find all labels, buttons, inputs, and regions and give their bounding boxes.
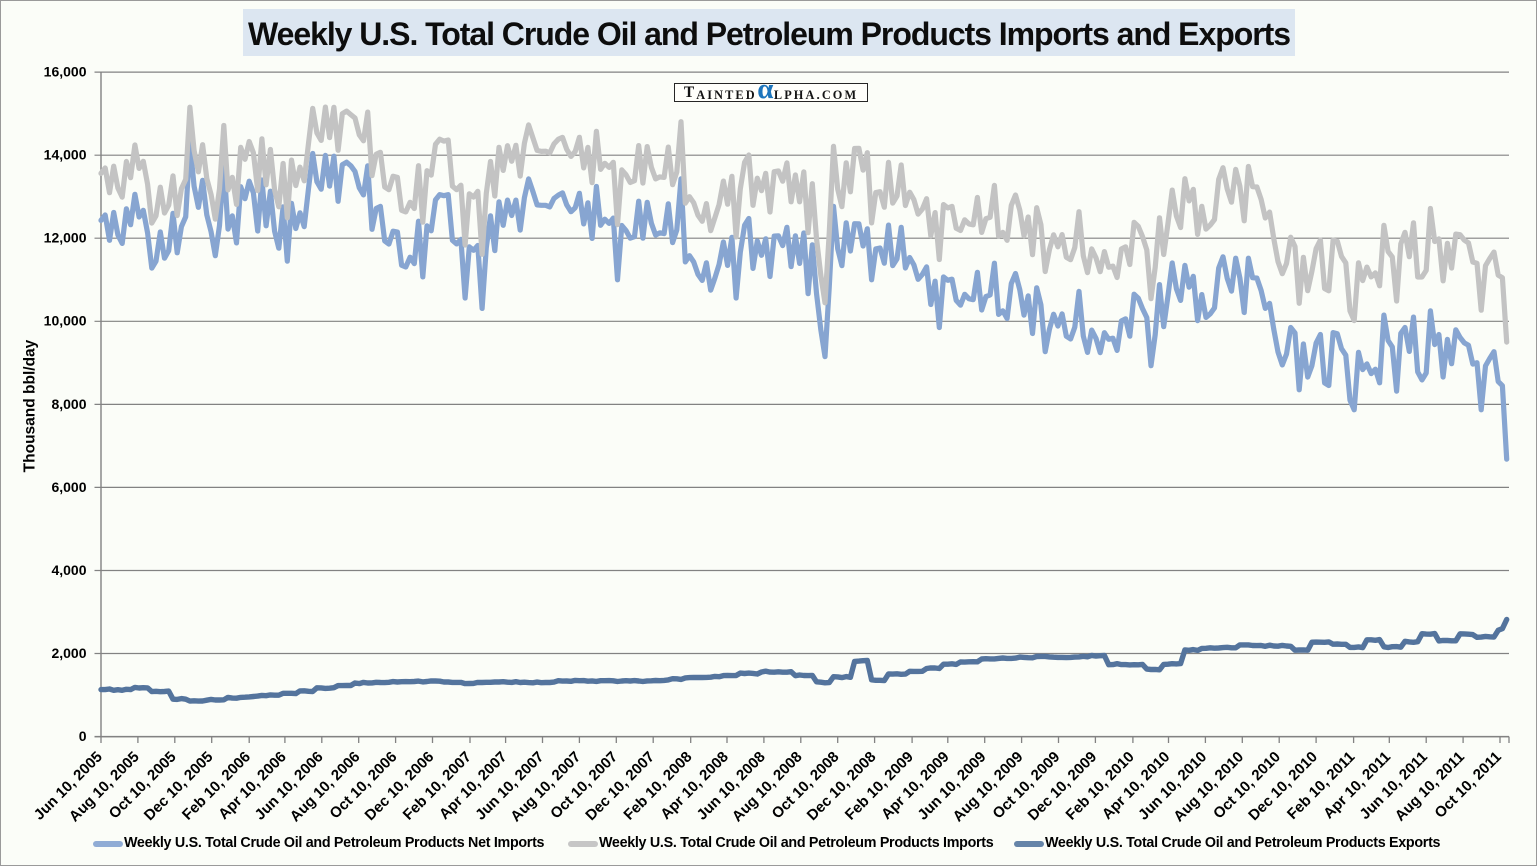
svg-text:Thousand bbl/day: Thousand bbl/day: [22, 339, 39, 472]
svg-text:0: 0: [79, 728, 87, 744]
svg-text:8,000: 8,000: [51, 396, 86, 412]
svg-text:10,000: 10,000: [44, 313, 87, 329]
svg-text:6,000: 6,000: [51, 479, 86, 495]
svg-text:14,000: 14,000: [44, 147, 87, 163]
svg-text:16,000: 16,000: [44, 64, 87, 80]
svg-text:2,000: 2,000: [51, 645, 86, 661]
svg-text:4,000: 4,000: [51, 562, 86, 578]
svg-text:12,000: 12,000: [44, 230, 87, 246]
